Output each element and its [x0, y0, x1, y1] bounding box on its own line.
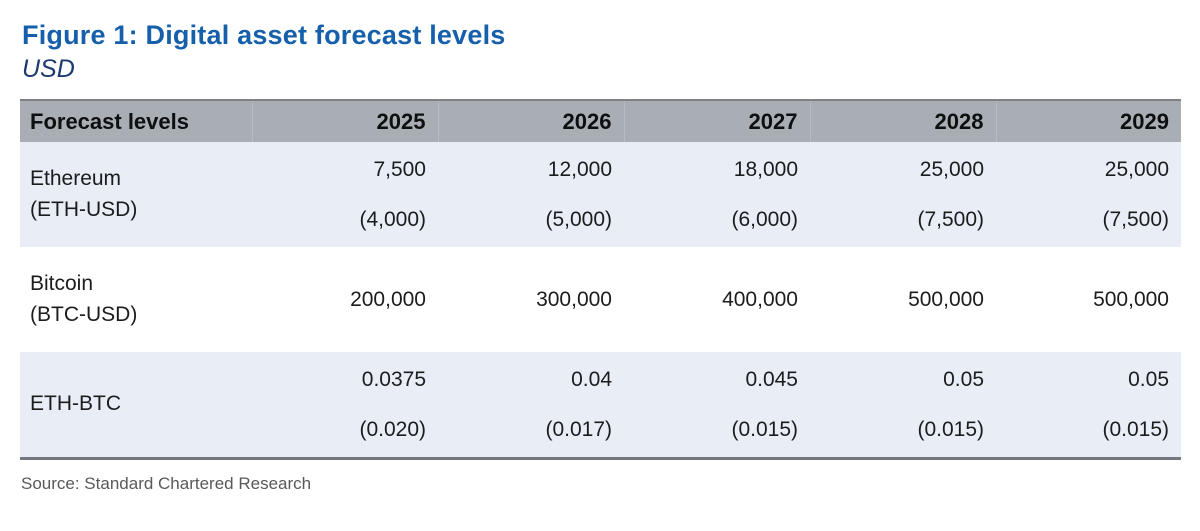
asset-name: Bitcoin — [30, 272, 94, 296]
value-cell: 18,000 (6,000) — [624, 142, 810, 247]
forecast-subvalue: (0.020) — [359, 417, 426, 441]
asset-ticker: (ETH-USD) — [30, 197, 138, 221]
table-row-ethereum: Ethereum (ETH-USD) 7,500 (4,000) 12,000 … — [20, 142, 1181, 247]
forecast-subvalue: (0.017) — [545, 417, 612, 441]
forecast-subvalue: (5,000) — [545, 207, 612, 231]
forecast-subvalue: (0.015) — [1102, 417, 1169, 441]
value-cell: 0.05 (0.015) — [996, 352, 1181, 457]
source-note: Source: Standard Chartered Research — [21, 474, 312, 493]
table-row-bitcoin: Bitcoin (BTC-USD) 200,000 300,000 400,00… — [20, 247, 1181, 352]
row-label-eth-btc: ETH-BTC — [20, 352, 252, 457]
forecast-subvalue: (7,500) — [1102, 207, 1169, 231]
value-cell: 0.05 (0.015) — [810, 352, 996, 457]
forecast-subvalue: (4,000) — [359, 207, 426, 231]
column-header-2027: 2027 — [623, 99, 810, 142]
table-row-eth-btc: ETH-BTC 0.0375 (0.020) 0.04 (0.017) 0.04… — [20, 352, 1181, 457]
forecast-value: 0.05 — [943, 367, 984, 391]
row-label-bitcoin: Bitcoin (BTC-USD) — [20, 247, 252, 352]
value-cell: 500,000 — [996, 247, 1181, 352]
value-cell: 200,000 — [252, 247, 438, 352]
forecast-value: 400,000 — [722, 287, 798, 311]
value-cell: 400,000 — [624, 247, 810, 352]
asset-ticker: (BTC-USD) — [30, 302, 138, 326]
forecast-value: 300,000 — [536, 287, 612, 311]
asset-name: Ethereum — [30, 167, 122, 191]
forecast-value: 500,000 — [908, 287, 984, 311]
value-cell: 25,000 (7,500) — [810, 142, 996, 247]
value-cell: 25,000 (7,500) — [996, 142, 1181, 247]
figure-title: Figure 1: Digital asset forecast levels — [22, 20, 506, 50]
asset-name: ETH-BTC — [30, 392, 121, 416]
forecast-value: 12,000 — [547, 157, 612, 181]
value-cell: 500,000 — [810, 247, 996, 352]
figure-subtitle: USD — [22, 55, 75, 83]
column-header-2026: 2026 — [437, 99, 624, 142]
forecast-value: 500,000 — [1093, 287, 1169, 311]
value-cell: 7,500 (4,000) — [252, 142, 438, 247]
forecast-value: 18,000 — [733, 157, 798, 181]
value-cell: 12,000 (5,000) — [438, 142, 624, 247]
forecast-value: 0.0375 — [361, 367, 426, 391]
value-cell: 0.04 (0.017) — [438, 352, 624, 457]
forecast-subvalue: (6,000) — [731, 207, 798, 231]
forecast-subvalue: (0.015) — [917, 417, 984, 441]
header-row: Forecast levels 2025 2026 2027 2028 2029 — [20, 99, 1181, 142]
row-label-ethereum: Ethereum (ETH-USD) — [20, 142, 252, 247]
column-header-2028: 2028 — [809, 99, 996, 142]
forecast-subvalue: (7,500) — [917, 207, 984, 231]
table-bottom-rule — [20, 457, 1181, 460]
value-cell: 0.045 (0.015) — [624, 352, 810, 457]
forecast-value: 0.04 — [571, 367, 612, 391]
forecast-value: 7,500 — [373, 157, 426, 181]
forecast-value: 0.05 — [1128, 367, 1169, 391]
value-cell: 300,000 — [438, 247, 624, 352]
forecast-value: 0.045 — [745, 367, 798, 391]
forecast-value: 25,000 — [1104, 157, 1169, 181]
forecast-value: 25,000 — [919, 157, 984, 181]
column-header-2025: 2025 — [251, 99, 438, 142]
column-header-2029: 2029 — [995, 99, 1181, 142]
forecast-table: Forecast levels 2025 2026 2027 2028 2029… — [20, 99, 1181, 457]
forecast-subvalue: (0.015) — [731, 417, 798, 441]
forecast-value: 200,000 — [350, 287, 426, 311]
value-cell: 0.0375 (0.020) — [252, 352, 438, 457]
column-header-forecast-levels: Forecast levels — [20, 99, 252, 142]
